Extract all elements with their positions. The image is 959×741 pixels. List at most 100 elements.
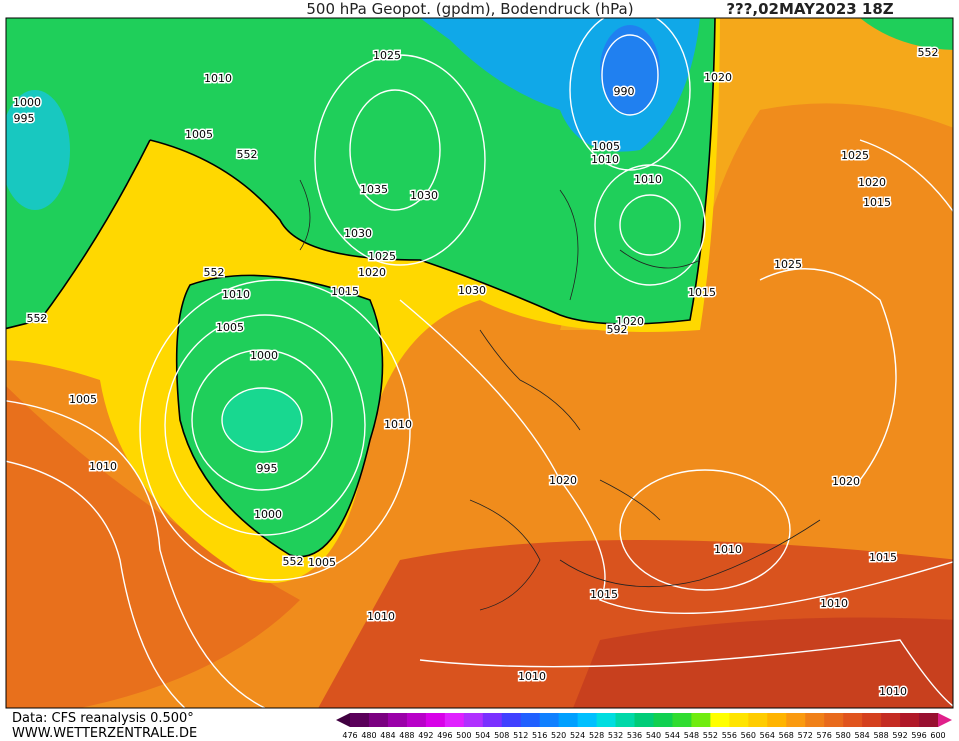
colorbar-cell [748,713,768,727]
isobar-label: 552 [27,312,48,325]
green-ne [860,18,953,50]
isobar-label: 1000 [254,508,282,521]
colorbar-label: 484 [380,731,395,740]
isobar-label: 1015 [590,588,618,601]
isobar [191,349,333,491]
colorbar-cell [919,713,939,727]
isobar-label: 552 [918,46,939,59]
colorbar-cell [520,713,541,727]
colorbar-label: 512 [513,731,528,740]
colorbar-label: 536 [627,731,642,740]
isobar [619,194,681,256]
data-source: Data: CFS reanalysis 0.500° [12,711,194,726]
isobar [569,18,691,171]
colorbar-cell [501,713,522,727]
isobar-label: 1005 [185,128,213,141]
colorbar-label: 540 [646,731,661,740]
isobar-label: 1010 [714,543,742,556]
isobar-label: 1035 [360,183,388,196]
geopot-552 [149,18,716,325]
isobar-label: 1010 [820,597,848,610]
isobar [419,639,953,707]
colorbar: 476 480 484 488 492 496 500 504 508 512 516 520 524 5… [336,713,952,740]
colorbar-cell [672,713,692,727]
colorbar-cell [406,713,427,727]
colorbar-label: 580 [836,731,851,740]
isobar-label: 1015 [863,196,891,209]
isobar-label: 990 [614,85,635,98]
isobar-label: 995 [14,112,35,125]
colorbar-label: 524 [570,731,585,740]
isobar-label: 1005 [69,393,97,406]
colorbar-cell [425,713,446,727]
isobar-label: 1010 [634,173,662,186]
west-low [6,90,70,210]
isobar [601,34,659,116]
warm-west [6,385,300,708]
colorbar-label: 576 [817,731,832,740]
isobar-label: 592 [607,323,628,336]
colorbar-label: 596 [911,731,926,740]
isobar-label: 1025 [373,49,401,62]
geopot-552 [6,139,151,330]
isobar [221,387,303,453]
website: WWW.WETTERZENTRALE.DE [12,726,197,741]
isobar-label: 1015 [869,551,897,564]
deep-low [600,25,660,115]
isobar-label: 1030 [458,284,486,297]
colorbar-cell [482,713,503,727]
colorbar-cell [710,713,730,727]
colorbar-cell [805,713,825,727]
isobar-label: 1020 [549,474,577,487]
colorbar-cell [843,713,863,727]
isobar [6,460,186,708]
colorbar-cell [444,713,465,727]
map-date: ???,02MAY2023 18Z [726,0,893,18]
isobar-label: 1000 [250,349,278,362]
isobar-label: 1010 [879,685,907,698]
isobar [759,268,897,481]
isobar-label: 1025 [774,258,802,271]
isobar-label: 1015 [331,285,359,298]
isobar-label: 1030 [344,227,372,240]
colorbar-cell [387,713,408,727]
isobar-label: 1020 [858,176,886,189]
isobar-labels: 1025 1010 1000 995 1005 552 990 1020 1005 1010 102… [12,45,941,700]
colorbar-cell [786,713,806,727]
colorbar-label: 560 [741,731,756,740]
isobar-label: 1010 [384,418,412,431]
isobar-label: 1010 [518,670,546,683]
colorbar-label: 552 [703,731,718,740]
isobar [6,400,267,708]
isobar-label: 1005 [216,321,244,334]
isobar-label: 1015 [688,286,716,299]
isobar [164,314,366,536]
isobar-label: 1020 [358,266,386,279]
isobar-label: 1020 [704,71,732,84]
colorbar-end [938,713,952,727]
isobar-label: 1010 [222,288,250,301]
colorbar-label: 504 [475,731,490,740]
colorbar-label: 584 [854,731,869,740]
colorbar-cell [615,713,636,727]
hot-south [573,617,953,708]
colorbar-label: 496 [437,731,452,740]
map-title: 500 hPa Geopot. (gpdm), Bodendruck (hPa) [306,0,633,18]
isobar-label: 1020 [832,475,860,488]
isobar [349,89,441,211]
isobar-label: 995 [257,462,278,475]
colorbar-cell [577,713,598,727]
colorbar-cell [463,713,484,727]
low-core [222,388,302,452]
isobar-label: 1020 [616,315,644,328]
isobar-label: 1025 [841,149,869,162]
isobar-label: 1005 [308,556,336,569]
colorbar-label: 520 [551,731,566,740]
isobar [139,279,411,581]
isobar-label: 1010 [591,153,619,166]
colorbar-cell [862,713,882,727]
colorbar-label: 480 [361,731,376,740]
map-frame [5,17,954,709]
